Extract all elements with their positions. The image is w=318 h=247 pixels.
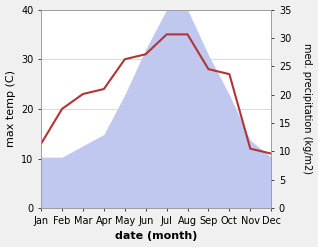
Y-axis label: med. precipitation (kg/m2): med. precipitation (kg/m2): [302, 43, 313, 174]
Y-axis label: max temp (C): max temp (C): [5, 70, 16, 147]
X-axis label: date (month): date (month): [115, 231, 197, 242]
